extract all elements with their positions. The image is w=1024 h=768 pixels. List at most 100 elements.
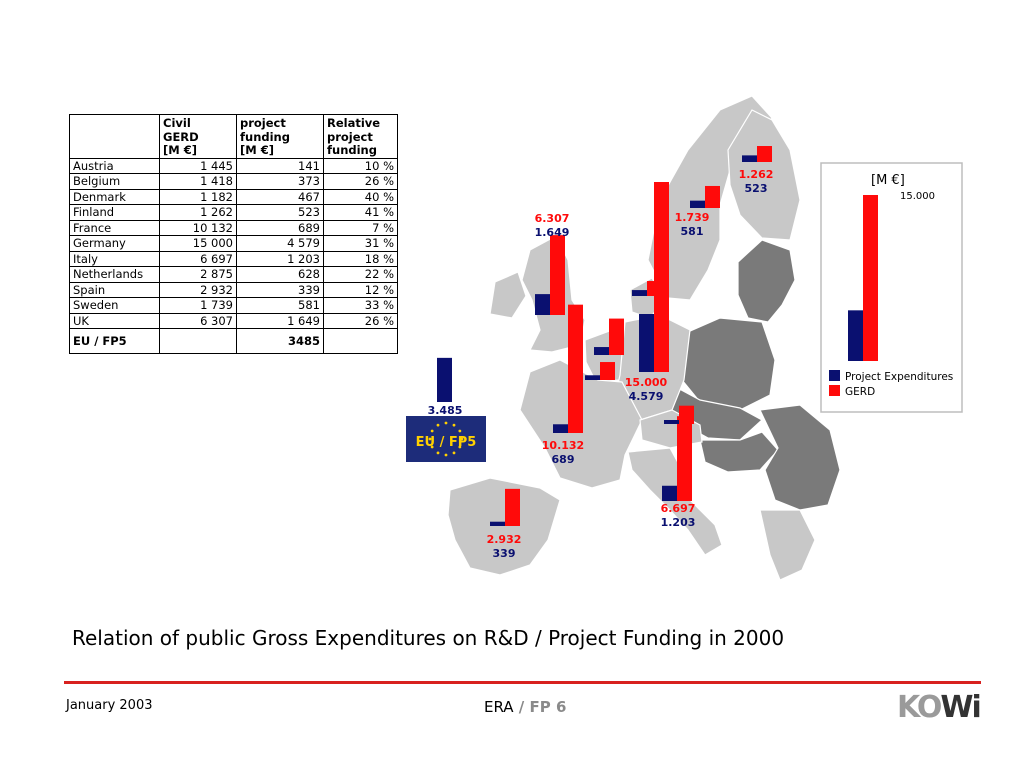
table-cell-country: France [69,219,160,236]
table-body: Austria 1 445 141 10 % Belgium 1 418 373 26 % De… [69,157,398,354]
table-cell-country: Belgium [69,173,160,190]
table-cell-value: 7 % [323,219,398,236]
legend-swatch-gerd [829,385,840,396]
eu-flag-star [458,429,462,433]
map-region-hungary [699,431,779,473]
table-cell-value: 26 % [323,173,398,190]
table-row: Sweden 1 739 581 33 % [69,297,398,314]
eu-flag-star [452,423,456,427]
table-row: Netherlands 2 875 628 22 % [69,266,398,283]
bar-project-eu-fp5 [437,357,452,402]
table-row: Austria 1 445 141 10 % [69,157,398,174]
bar-gerd-germany [654,182,669,372]
bar-project-spain [490,521,505,526]
table-cell-value: 523 [236,204,324,221]
slide-title: Relation of public Gross Expenditures on… [72,626,785,650]
table-header-row: Civil GERD [M €] project funding [M €] Relat… [69,114,398,159]
table-cell-value: 1 182 [159,188,237,205]
eu-flag-star [436,451,440,455]
bar-project-uk [535,294,550,315]
table-cell-value: 581 [236,297,324,314]
eu-flag-star [430,445,434,449]
bar-gerd-france [568,304,583,433]
table-cell-value [159,328,237,354]
funding-table-container: Civil GERD [M €] project funding [M €] Relat… [69,114,398,354]
bar-project-finland [742,155,757,162]
table-cell-value: 373 [236,173,324,190]
table-cell-value: 689 [236,219,324,236]
table-header-country [69,114,160,159]
table-row: Spain 2 932 339 12 % [69,281,398,298]
table-cell-country: Spain [69,281,160,298]
legend-frame [820,162,963,413]
bar-project-france [553,424,568,433]
eu-fp5-flag: EU / FP5 [406,416,486,462]
table-cell-value: 18 % [323,250,398,267]
table-cell-value: 1 418 [159,173,237,190]
eu-flag-star [428,437,432,441]
table-cell-value: 15 000 [159,235,237,252]
table-cell-value: 22 % [323,266,398,283]
table-cell-country: Austria [69,157,160,174]
label-project-uk: 1.649 [535,226,570,239]
bar-gerd-austria [679,405,694,424]
bar-gerd-spain [505,488,520,526]
table-cell-value: 6 307 [159,312,237,329]
bar-gerd-uk [550,235,565,315]
legend-swatch-project [829,370,840,381]
bar-project-austria [664,420,679,424]
table-header-project: project funding [M €] [236,114,324,159]
table-cell-value: 467 [236,188,324,205]
legend-unit: [M €] [871,173,905,188]
table-header-gerd: Civil GERD [M €] [159,114,237,159]
eu-flag-star [458,445,462,449]
table-row: Germany 15 000 4 579 31 % [69,235,398,252]
bar-gerd-denmark [647,281,662,296]
bar-project-italy [662,485,677,501]
label-gerd-uk: 6.307 [535,212,570,225]
table-row: Belgium 1 418 373 26 % [69,173,398,190]
table-cell-country: UK [69,312,160,329]
legend: [M €] 15.000 Project Expenditures GERD [820,162,963,413]
table-cell-value [323,328,398,354]
table-cell-value: 40 % [323,188,398,205]
eu-flag-star [444,453,448,457]
table-row: UK 6 307 1 649 26 % [69,312,398,329]
legend-bar-gerd [863,195,878,361]
label-gerd-france: 10.132 [542,439,584,452]
label-project-eu-fp5: 3.485 [428,404,463,417]
table-cell-value: 33 % [323,297,398,314]
bar-gerd-finland [757,146,772,162]
map-region-ireland [489,271,527,319]
bar-project-germany [639,313,654,372]
bar-project-netherlands [594,347,609,355]
legend-bar-project [848,310,863,361]
map-region-poland [681,317,776,411]
table-cell-value: 41 % [323,204,398,221]
table-cell-value: 10 % [323,157,398,174]
funding-table: Civil GERD [M €] project funding [M €] Relat… [69,114,398,354]
bar-project-denmark [632,290,647,296]
table-cell-value: 2 875 [159,266,237,283]
eu-flag-star [436,423,440,427]
table-cell-country: Italy [69,250,160,267]
table-cell-value: 10 132 [159,219,237,236]
label-project-germany: 4.579 [629,390,664,403]
label-project-france: 689 [552,453,575,466]
label-project-italy: 1.203 [661,516,696,529]
footer-fp6: / FP 6 [513,698,567,716]
legend-scale-label: 15.000 [900,191,935,202]
logo-wi: Wi [940,690,981,725]
eu-flag-star [460,437,464,441]
label-project-spain: 339 [493,547,516,560]
kowi-logo: KOWi [897,690,982,725]
table-cell-value: 2 932 [159,281,237,298]
bar-gerd-italy [677,416,692,501]
bar-gerd-belgium [600,362,615,380]
table-cell-value: 6 697 [159,250,237,267]
legend-label-project: Project Expenditures [845,371,953,383]
table-cell-value: 3485 [236,328,324,354]
label-project-sweden: 581 [681,225,704,238]
